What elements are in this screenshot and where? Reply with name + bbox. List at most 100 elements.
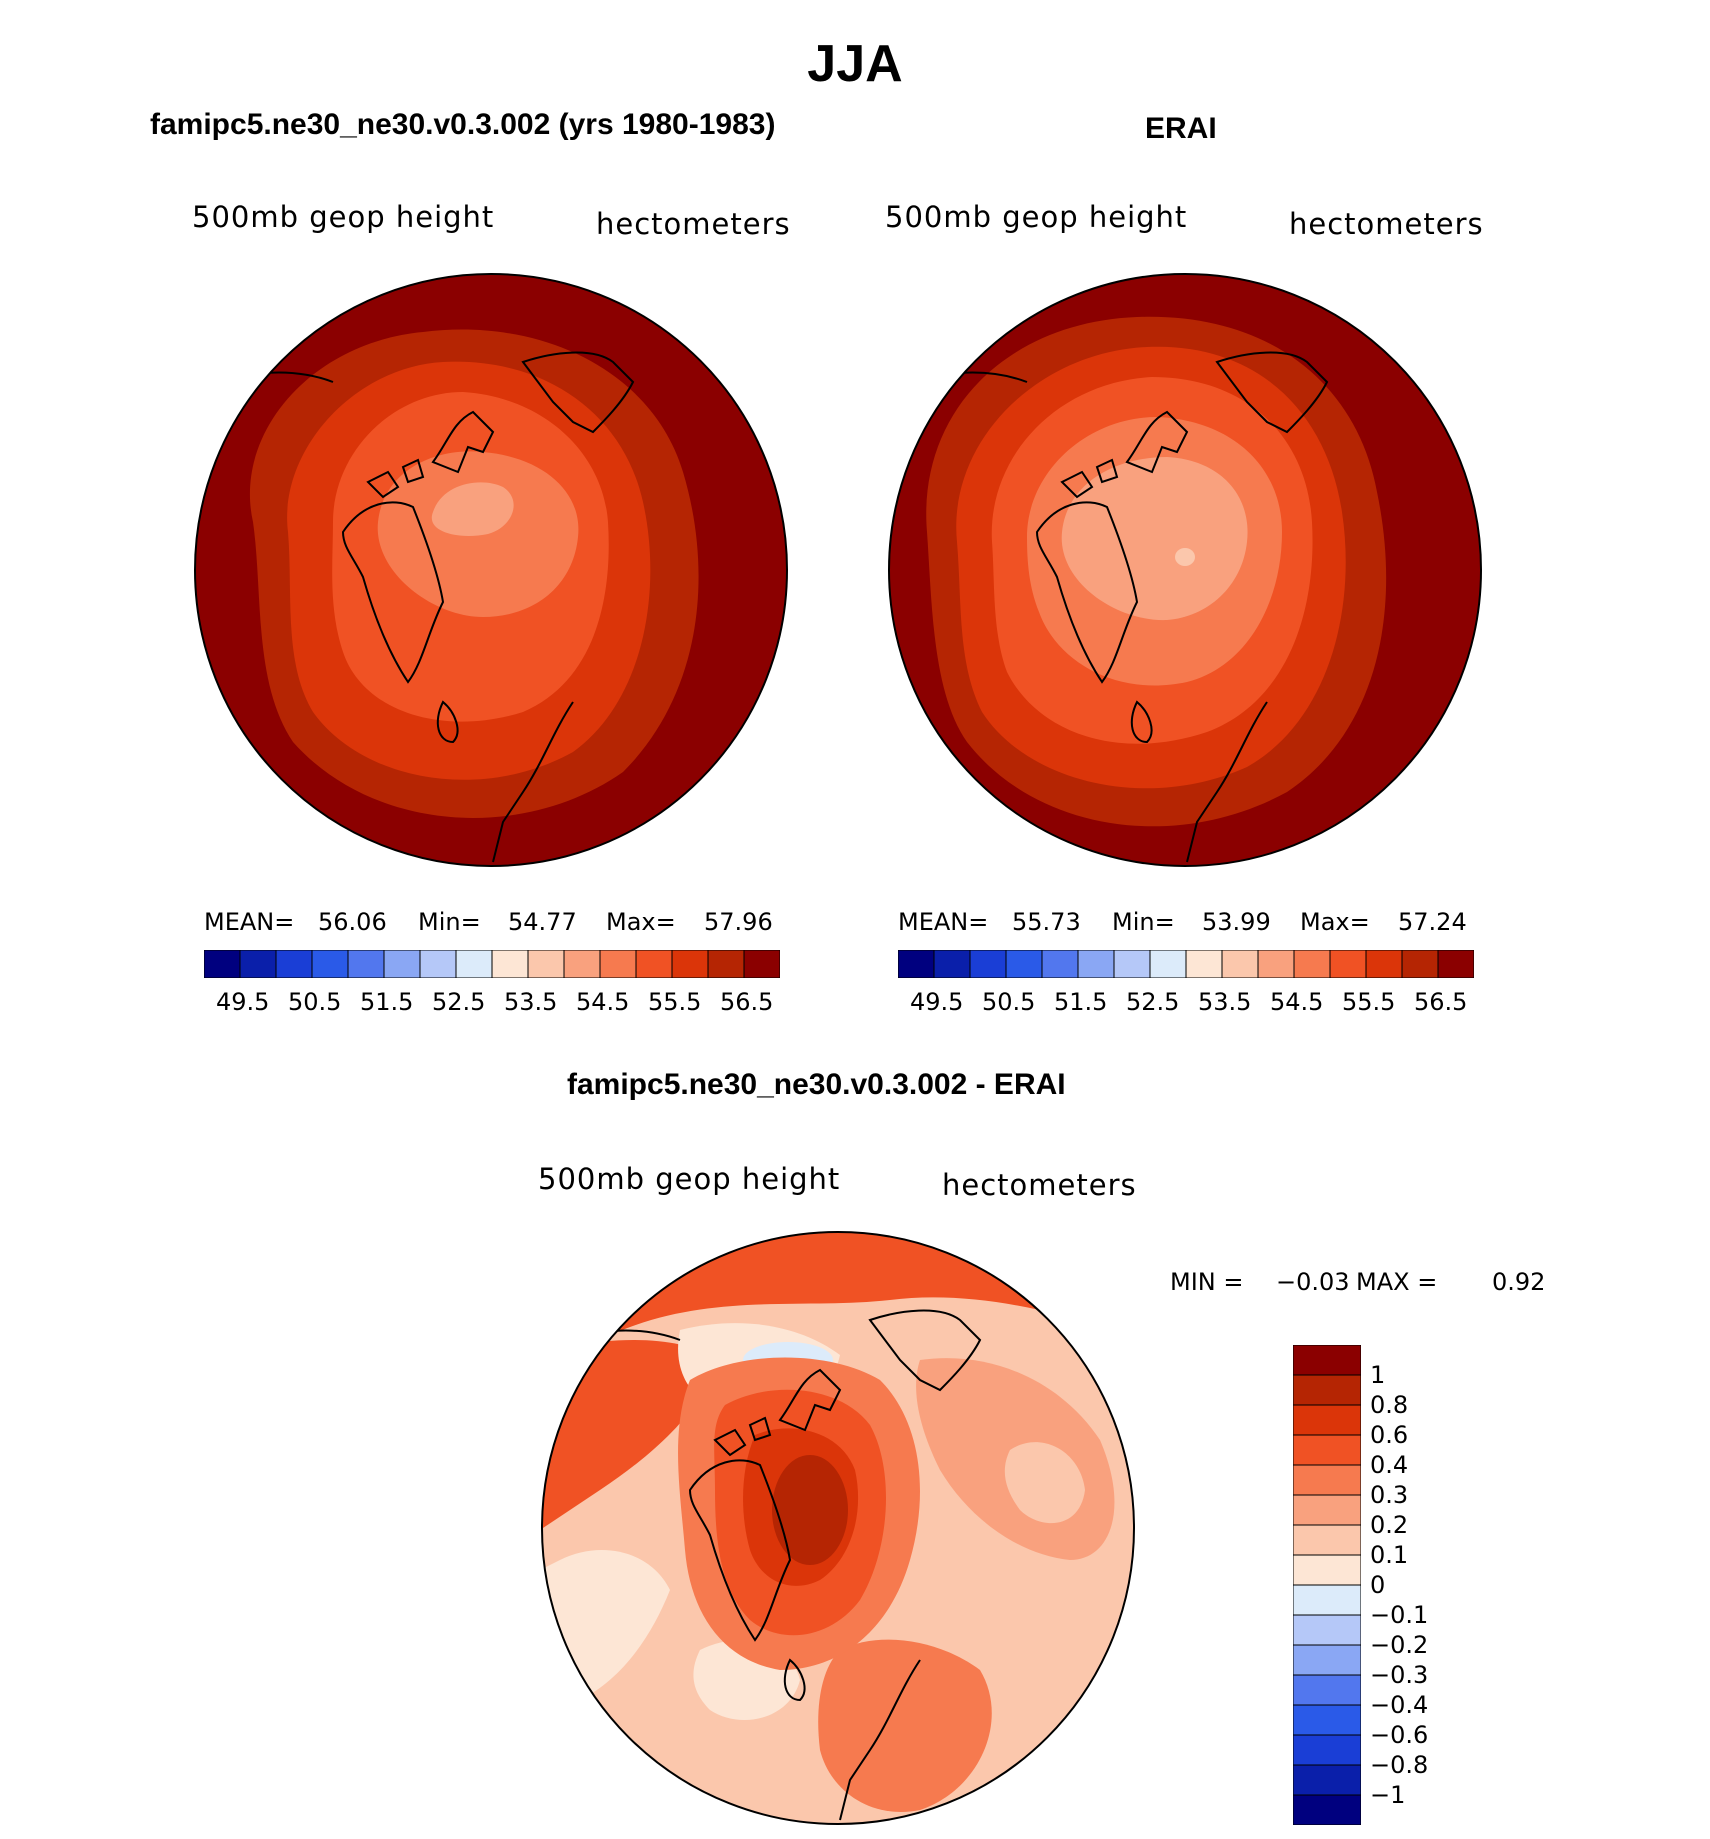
diff-colorbar-swatch: [1293, 1584, 1361, 1616]
obs-colorbar-swatch: [1113, 950, 1151, 978]
obs-min-value: 53.99: [1202, 908, 1271, 936]
model-colorbar-swatch: [419, 950, 457, 978]
diff-colorbar-tick: −0.8: [1370, 1751, 1429, 1779]
obs-colorbar-tick: 51.5: [1054, 988, 1108, 1016]
obs-colorbar-swatch: [1365, 950, 1403, 978]
diff-colorbar-tick: −0.2: [1370, 1631, 1429, 1659]
diff-colorbar-swatch: [1293, 1464, 1361, 1496]
model-variable-label: 500mb geop height: [192, 200, 495, 234]
obs-min-label: Min=: [1112, 908, 1175, 936]
model-max-label: Max=: [606, 908, 676, 936]
obs-colorbar: [898, 950, 1474, 978]
model-polar-map: [194, 273, 788, 867]
diff-colorbar-tick: −1: [1370, 1781, 1406, 1809]
page-title: JJA: [807, 35, 903, 93]
diff-colorbar-tick: 0.2: [1370, 1511, 1409, 1539]
diff-colorbar-tick: −0.1: [1370, 1601, 1429, 1629]
diff-colorbar: [1293, 1345, 1361, 1825]
obs-colorbar-swatch: [1005, 950, 1043, 978]
model-colorbar-tick: 50.5: [288, 988, 342, 1016]
obs-colorbar-swatch: [1293, 950, 1331, 978]
model-colorbar-tick: 51.5: [360, 988, 414, 1016]
obs-colorbar-tick: 50.5: [982, 988, 1036, 1016]
model-colorbar-swatch: [527, 950, 565, 978]
model-colorbar-tick: 56.5: [720, 988, 774, 1016]
model-colorbar-swatch: [671, 950, 709, 978]
model-colorbar-swatch: [347, 950, 385, 978]
obs-colorbar-swatch: [1149, 950, 1187, 978]
diff-colorbar-swatch: [1293, 1524, 1361, 1556]
obs-colorbar-swatch: [1041, 950, 1079, 978]
diff-colorbar-swatch: [1293, 1345, 1361, 1376]
obs-colorbar-swatch: [1437, 950, 1474, 978]
model-min-label: Min=: [418, 908, 481, 936]
obs-colorbar-swatch: [1257, 950, 1295, 978]
obs-variable-label: 500mb geop height: [885, 200, 1188, 234]
diff-colorbar-swatch: [1293, 1764, 1361, 1796]
model-units-label: hectometers: [596, 207, 791, 241]
diff-colorbar-tick: 1: [1370, 1361, 1386, 1389]
model-colorbar-swatch: [383, 950, 421, 978]
obs-colorbar-swatch: [1401, 950, 1439, 978]
obs-colorbar-swatch: [969, 950, 1007, 978]
model-colorbar-swatch: [743, 950, 780, 978]
model-colorbar-swatch: [707, 950, 745, 978]
obs-colorbar-ticks: 49.5 50.5 51.5 52.5 53.5 54.5 55.5 56.5: [898, 988, 1474, 1018]
model-colorbar-swatch: [275, 950, 313, 978]
diff-colorbar-tick: −0.6: [1370, 1721, 1429, 1749]
model-colorbar-tick: 54.5: [576, 988, 630, 1016]
model-colorbar-swatch: [491, 950, 529, 978]
obs-colorbar-tick: 52.5: [1126, 988, 1180, 1016]
diff-max-value: 0.92: [1492, 1268, 1546, 1296]
diff-colorbar-tick: 0: [1370, 1571, 1386, 1599]
diff-colorbar-swatch: [1293, 1674, 1361, 1706]
model-colorbar-swatch: [311, 950, 349, 978]
diff-colorbar-tick: 0.8: [1370, 1391, 1409, 1419]
model-colorbar-swatch: [204, 950, 241, 978]
diff-max-label: MAX =: [1356, 1268, 1438, 1296]
diff-units-label: hectometers: [942, 1168, 1137, 1202]
model-colorbar-swatch: [239, 950, 277, 978]
obs-max-value: 57.24: [1398, 908, 1467, 936]
obs-mean-label: MEAN=: [898, 908, 989, 936]
obs-colorbar-tick: 55.5: [1342, 988, 1396, 1016]
diff-colorbar-tick: −0.4: [1370, 1691, 1429, 1719]
model-colorbar: [204, 950, 780, 978]
model-min-value: 54.77: [508, 908, 577, 936]
model-colorbar-swatch: [635, 950, 673, 978]
diff-colorbar-tick: 0.4: [1370, 1451, 1409, 1479]
model-colorbar-swatch: [599, 950, 637, 978]
model-colorbar-tick: 52.5: [432, 988, 486, 1016]
diff-colorbar-tick: 0.6: [1370, 1421, 1409, 1449]
diff-colorbar-swatch: [1293, 1644, 1361, 1676]
obs-colorbar-swatch: [1221, 950, 1259, 978]
model-colorbar-ticks: 49.5 50.5 51.5 52.5 53.5 54.5 55.5 56.5: [204, 988, 780, 1018]
model-colorbar-tick: 49.5: [216, 988, 270, 1016]
diff-colorbar-tick: 0.1: [1370, 1541, 1409, 1569]
model-mean-label: MEAN=: [204, 908, 295, 936]
model-colorbar-tick: 55.5: [648, 988, 702, 1016]
diff-colorbar-tick: −0.3: [1370, 1661, 1429, 1689]
obs-units-label: hectometers: [1289, 207, 1484, 241]
obs-max-label: Max=: [1300, 908, 1370, 936]
diff-colorbar-swatch: [1293, 1494, 1361, 1526]
diff-variable-label: 500mb geop height: [538, 1162, 841, 1196]
diff-min-label: MIN =: [1170, 1268, 1244, 1296]
obs-mean-value: 55.73: [1012, 908, 1081, 936]
diff-colorbar-tick: 0.3: [1370, 1481, 1409, 1509]
diff-colorbar-swatch: [1293, 1434, 1361, 1466]
diff-colorbar-swatch: [1293, 1704, 1361, 1736]
diff-colorbar-swatch: [1293, 1374, 1361, 1406]
obs-colorbar-swatch: [1329, 950, 1367, 978]
diff-colorbar-swatch: [1293, 1794, 1361, 1825]
obs-panel-title: ERAI: [1145, 112, 1217, 145]
model-colorbar-swatch: [563, 950, 601, 978]
obs-colorbar-tick: 53.5: [1198, 988, 1252, 1016]
obs-colorbar-tick: 49.5: [910, 988, 964, 1016]
diff-colorbar-swatch: [1293, 1734, 1361, 1766]
obs-polar-map: [888, 273, 1482, 867]
obs-colorbar-swatch: [1077, 950, 1115, 978]
diff-polar-map: [541, 1231, 1135, 1825]
obs-colorbar-swatch: [933, 950, 971, 978]
model-colorbar-tick: 53.5: [504, 988, 558, 1016]
